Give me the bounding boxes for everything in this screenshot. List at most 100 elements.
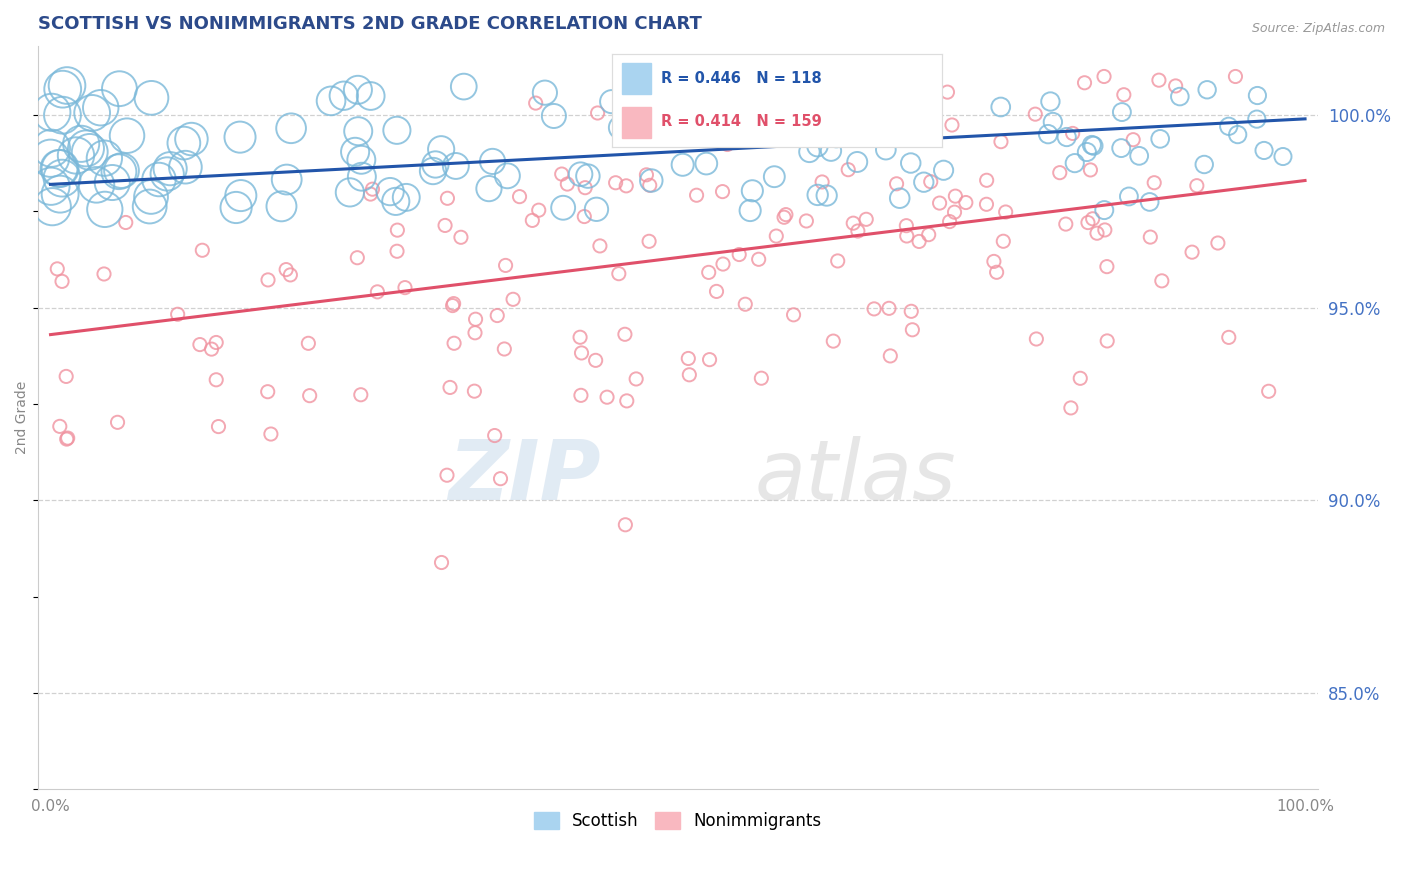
Point	[920, 175, 942, 189]
Point	[90, 101, 112, 115]
Point	[148, 172, 170, 186]
Point	[51, 171, 73, 186]
Point	[1271, 149, 1294, 163]
Point	[1039, 95, 1062, 109]
Point	[481, 154, 503, 169]
Point	[574, 180, 596, 194]
Point	[1225, 70, 1247, 84]
Point	[1024, 107, 1046, 121]
Point	[820, 144, 842, 158]
Point	[494, 342, 516, 356]
Legend: Scottish, Nonimmigrants: Scottish, Nonimmigrants	[527, 805, 828, 837]
Y-axis label: 2nd Grade: 2nd Grade	[15, 381, 30, 454]
Point	[478, 181, 501, 195]
Point	[280, 268, 302, 282]
Point	[779, 70, 801, 84]
Point	[990, 135, 1012, 149]
Point	[1218, 330, 1240, 344]
Point	[93, 267, 115, 281]
Point	[1164, 78, 1187, 93]
Point	[820, 116, 842, 130]
Point	[276, 262, 298, 277]
Point	[571, 346, 593, 360]
Point	[46, 261, 69, 276]
Point	[990, 100, 1012, 114]
Point	[205, 335, 228, 350]
Point	[1246, 112, 1268, 127]
Text: R = 0.414   N = 159: R = 0.414 N = 159	[661, 114, 823, 129]
Point	[875, 70, 897, 84]
Point	[350, 388, 373, 402]
Point	[918, 227, 941, 242]
Point	[941, 118, 963, 132]
Point	[51, 108, 73, 122]
Point	[1150, 274, 1173, 288]
Point	[605, 176, 627, 190]
Point	[138, 200, 160, 214]
Point	[1073, 76, 1095, 90]
Point	[94, 202, 117, 217]
Point	[596, 390, 619, 404]
Point	[1095, 260, 1118, 274]
Point	[297, 336, 319, 351]
Point	[484, 428, 506, 442]
Point	[932, 163, 955, 178]
Point	[896, 229, 918, 244]
Point	[366, 285, 388, 299]
Point	[799, 145, 821, 159]
Point	[1139, 230, 1161, 244]
Point	[1080, 163, 1102, 178]
Point	[270, 199, 292, 213]
Point	[1168, 89, 1191, 103]
Point	[638, 235, 661, 249]
Point	[775, 208, 797, 222]
Point	[1092, 203, 1115, 218]
Point	[51, 274, 73, 288]
Point	[387, 223, 409, 237]
Point	[825, 130, 848, 145]
Point	[1095, 334, 1118, 348]
Point	[385, 123, 408, 137]
Point	[796, 214, 818, 228]
Point	[638, 178, 661, 193]
Point	[509, 189, 531, 203]
Point	[1257, 384, 1279, 399]
Point	[86, 178, 108, 192]
Point	[1081, 137, 1104, 152]
Point	[806, 139, 828, 153]
Point	[699, 352, 721, 367]
Point	[39, 179, 62, 194]
Point	[486, 309, 509, 323]
Point	[672, 158, 695, 172]
Point	[773, 211, 796, 225]
Point	[782, 308, 804, 322]
Point	[522, 213, 544, 227]
Point	[1185, 178, 1208, 193]
Point	[1056, 130, 1078, 145]
Point	[225, 201, 247, 215]
Point	[877, 301, 900, 316]
Point	[900, 156, 922, 170]
Point	[711, 185, 734, 199]
Point	[52, 82, 75, 96]
Text: R = 0.446   N = 118: R = 0.446 N = 118	[661, 71, 823, 87]
Point	[1206, 235, 1229, 250]
Point	[993, 234, 1015, 248]
Point	[1025, 332, 1047, 346]
Point	[443, 296, 465, 310]
Text: Source: ZipAtlas.com: Source: ZipAtlas.com	[1251, 22, 1385, 36]
Point	[748, 252, 770, 267]
Point	[200, 342, 222, 356]
Point	[1076, 145, 1098, 159]
Point	[257, 273, 280, 287]
Point	[846, 224, 869, 238]
Point	[569, 167, 592, 181]
Point	[815, 188, 838, 202]
Point	[495, 259, 517, 273]
Point	[800, 117, 823, 131]
Point	[586, 106, 609, 120]
Point	[901, 323, 924, 337]
Point	[49, 187, 72, 202]
Point	[139, 190, 162, 204]
Point	[75, 141, 97, 155]
